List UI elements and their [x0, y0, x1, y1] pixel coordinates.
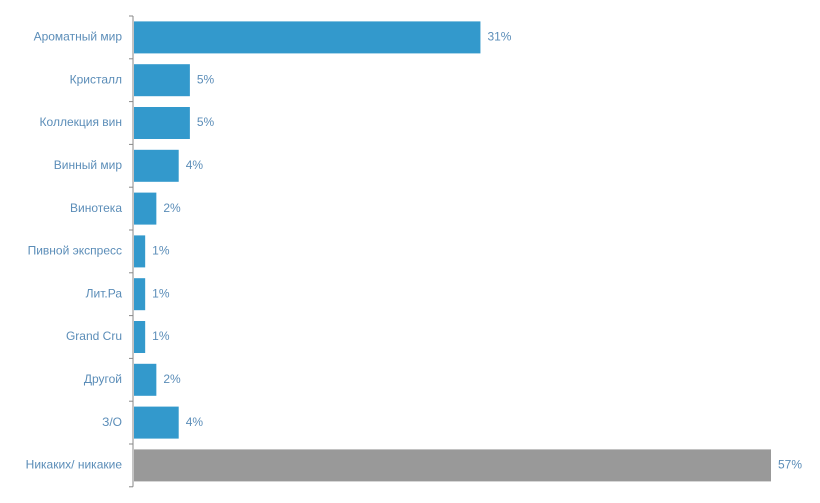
- value-label: 1%: [152, 286, 170, 300]
- category-label: Кристалл: [70, 72, 122, 86]
- category-label: Коллекция вин: [40, 115, 122, 129]
- value-label: 31%: [487, 30, 511, 44]
- category-label: Лит.Ра: [86, 286, 123, 300]
- value-label: 5%: [197, 115, 215, 129]
- category-label: Винный мир: [54, 158, 123, 172]
- category-label: З/О: [102, 415, 122, 429]
- bar: [134, 192, 157, 225]
- bar: [134, 21, 481, 54]
- bar: [134, 235, 146, 268]
- value-label: 5%: [197, 72, 215, 86]
- bar: [134, 406, 179, 439]
- category-label: Пивной экспресс: [28, 244, 122, 258]
- bar: [134, 107, 190, 139]
- value-label: 2%: [163, 201, 181, 215]
- value-label: 4%: [186, 415, 204, 429]
- value-label: 57%: [778, 458, 802, 472]
- value-label: 4%: [186, 158, 204, 172]
- value-label: 1%: [152, 244, 170, 258]
- value-label: 2%: [163, 372, 181, 386]
- category-label: Grand Cru: [66, 329, 122, 343]
- bar: [134, 363, 157, 396]
- category-label: Никаких/ никакие: [26, 458, 123, 472]
- value-label: 1%: [152, 329, 170, 343]
- bar: [134, 278, 146, 311]
- bar: [134, 449, 771, 482]
- category-label: Другой: [84, 372, 122, 386]
- category-label: Винотека: [70, 201, 122, 215]
- bar: [134, 149, 179, 182]
- bar: [134, 64, 190, 97]
- bar: [134, 321, 146, 353]
- category-label: Ароматный мир: [34, 30, 123, 44]
